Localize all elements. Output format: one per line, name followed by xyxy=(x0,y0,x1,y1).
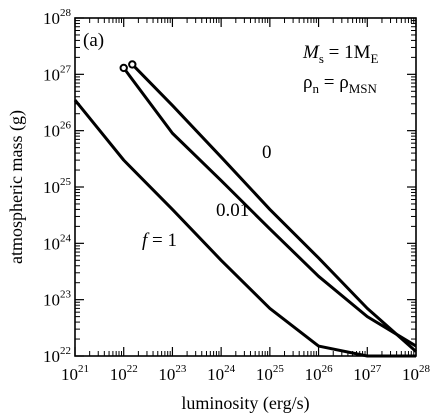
y-tick-label: 1025 xyxy=(43,176,72,197)
y-tick-label: 1028 xyxy=(43,7,72,28)
panel-label: (a) xyxy=(83,30,104,51)
series-label: 0.01 xyxy=(216,200,249,221)
y-tick-label: 1026 xyxy=(43,120,72,141)
series-line-0 xyxy=(73,99,416,358)
axes xyxy=(74,17,417,357)
x-tick-label: 1024 xyxy=(207,363,236,384)
labels: 1021 1022 1023 1024 1025 1026 1027 102810221023… xyxy=(6,7,431,414)
x-tick-label: 1028 xyxy=(402,363,431,384)
annotation-mass: Ms = 1ME xyxy=(302,42,379,66)
series-line-1 xyxy=(122,67,417,348)
x-tick-label: 1022 xyxy=(110,363,138,384)
y-tick-label: 1024 xyxy=(43,232,72,253)
series-line-2 xyxy=(131,63,417,353)
x-tick-label: 1027 xyxy=(353,363,382,384)
y-tick-label: 1027 xyxy=(43,63,72,84)
y-tick-label: 1022 xyxy=(43,345,71,366)
x-tick-label: 1025 xyxy=(256,363,285,384)
series-label: f = 1 xyxy=(142,230,177,251)
x-tick-label: 1026 xyxy=(305,363,334,384)
y-tick-label: 1023 xyxy=(43,289,72,310)
x-tick-label: 1021 xyxy=(61,363,89,384)
annotation-density: ρn = ρMSN xyxy=(303,72,377,96)
series-lines xyxy=(73,60,417,358)
series-endpoint-marker xyxy=(128,60,137,69)
x-tick-label: 1023 xyxy=(158,363,187,384)
x-axis-label: luminosity (erg/s) xyxy=(181,393,309,414)
y-axis-label: atmospheric mass (g) xyxy=(6,110,27,264)
series-label: 0 xyxy=(262,142,272,163)
series-endpoint-marker xyxy=(119,63,128,73)
